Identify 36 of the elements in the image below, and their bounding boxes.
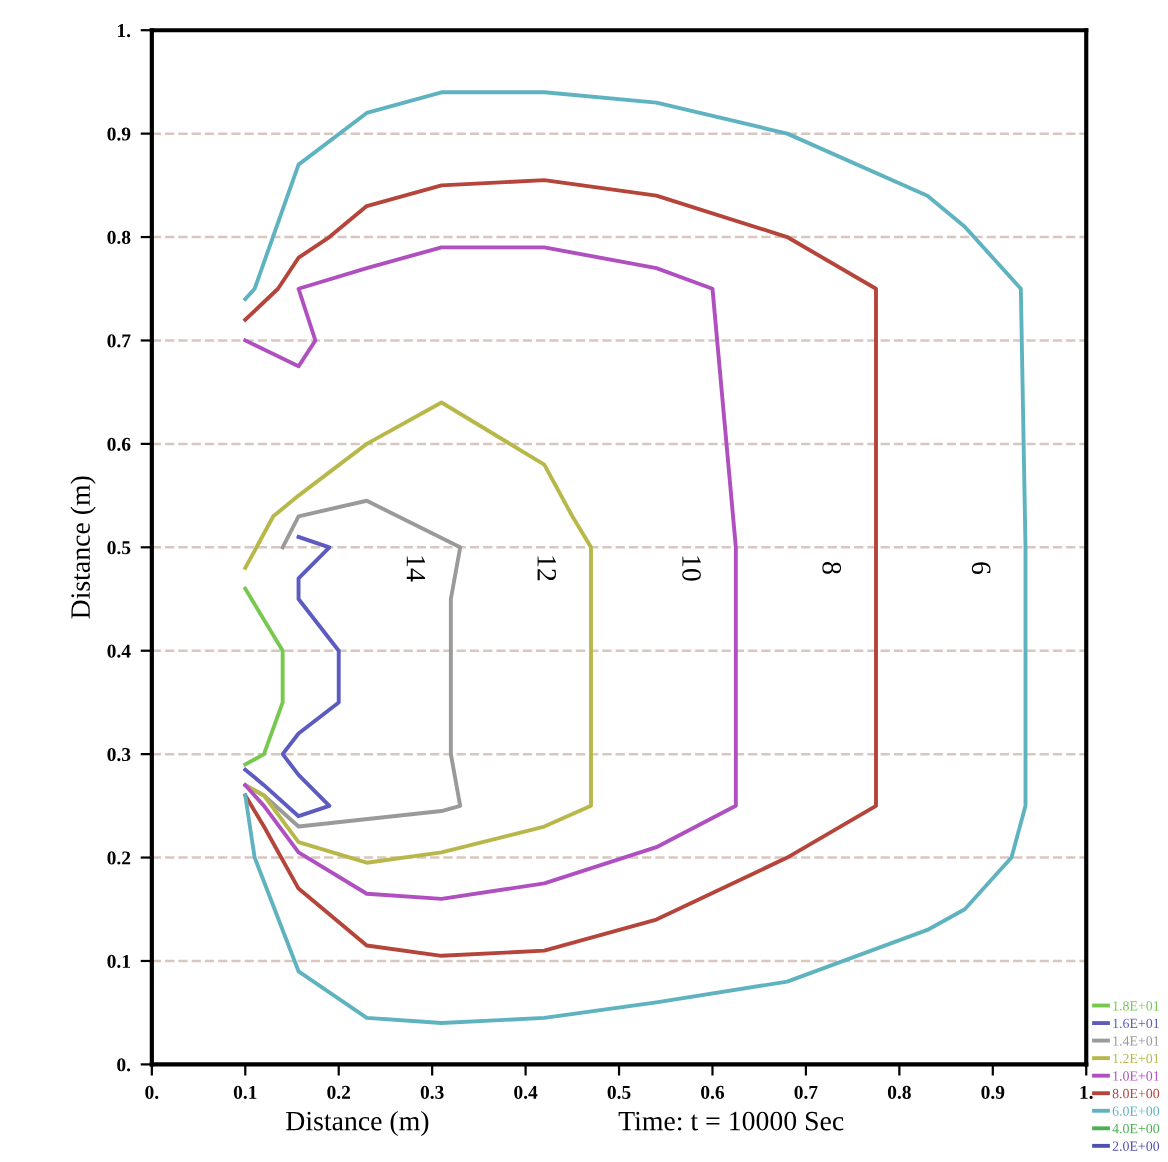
line-series [243, 400, 593, 865]
y-tick-label: 0.1 [107, 954, 130, 968]
x-tick-label: 0.6 [701, 1085, 725, 1099]
y-tick-label: 0.9 [107, 127, 131, 141]
text: Time: t = 10000 Sec [618, 1111, 844, 1131]
y-tick-label: 0.8 [107, 230, 131, 245]
x-tick-label: 0.8 [887, 1085, 911, 1099]
y-tick-label: 1. [117, 24, 131, 38]
x-axis-title: Distance (m) [286, 1110, 429, 1137]
y-tick-label: 0.2 [107, 851, 131, 865]
y-tick-label: 0. [117, 1058, 131, 1072]
x-tick-label: 0.3 [420, 1085, 444, 1099]
x-tick-label: 0.7 [794, 1085, 818, 1099]
x-tick-label: 0.5 [607, 1085, 631, 1099]
y-axis-title: Distance (m) [70, 476, 96, 619]
x-tick-label: 0.2 [327, 1085, 351, 1099]
y-tick-label: 0.7 [107, 334, 131, 348]
x-tick-label: 0. [145, 1085, 159, 1099]
annotation: 12 [537, 556, 556, 581]
line-series [243, 178, 878, 958]
annotation: 10 [682, 556, 701, 581]
line-series [243, 535, 341, 819]
y-tick-label: 0.6 [107, 437, 131, 451]
x-tick-label: 0.4 [514, 1085, 538, 1099]
annotation: 6 [971, 562, 991, 575]
annotation: 14 [406, 556, 426, 582]
y-tick-label: 0.5 [107, 541, 131, 555]
line-series [243, 245, 738, 901]
y-tick-label: 0.4 [107, 644, 131, 658]
line-series [243, 586, 285, 767]
x-tick-label: 0.1 [233, 1085, 257, 1099]
x-tick-label: 1. [1080, 1085, 1093, 1099]
line-series [243, 90, 1028, 1025]
annotation: 8 [822, 562, 842, 574]
y-tick-label: 0.3 [107, 747, 131, 762]
x-tick-label: 0.9 [981, 1085, 1005, 1099]
